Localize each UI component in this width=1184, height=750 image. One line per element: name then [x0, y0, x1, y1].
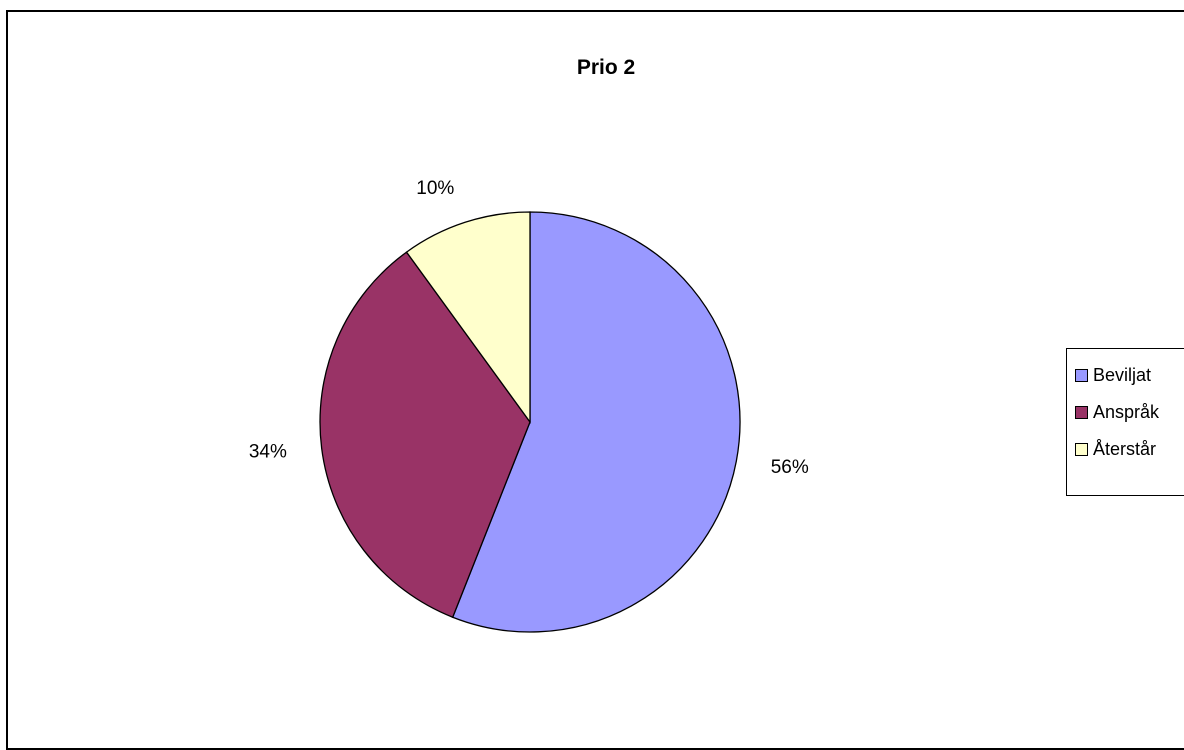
- pie-slices: [319, 211, 741, 633]
- legend-swatch-beviljat: [1075, 368, 1088, 382]
- pie-slice-aterstar: [405, 211, 531, 425]
- pie-slice-beviljat: [451, 211, 741, 633]
- legend-label-aterstar: Återstår: [1093, 438, 1157, 459]
- legend-item-aterstar: Återstår: [1075, 437, 1156, 461]
- pie-data-labels: 56% 34% 10%: [249, 178, 809, 478]
- legend-swatch-ansprak: [1075, 405, 1088, 419]
- data-label-ansprak: 34%: [249, 442, 287, 463]
- legend-item-beviljat: Beviljat: [1075, 363, 1151, 387]
- pie-slice-ansprak: [319, 251, 531, 619]
- legend-label-beviljat: Beviljat: [1093, 364, 1152, 385]
- data-label-aterstar: 10%: [416, 178, 454, 199]
- legend-swatch-aterstar: [1075, 442, 1088, 456]
- chart-legend: Beviljat Anspråk Återstår: [1066, 348, 1184, 496]
- data-label-beviljat: 56%: [771, 457, 809, 478]
- chart-area: Prio 2 56% 34% 10% Beviljat Anspråk Återst…: [6, 10, 1184, 750]
- legend-item-ansprak: Anspråk: [1075, 400, 1159, 424]
- legend-label-ansprak: Anspråk: [1093, 401, 1160, 422]
- chart-title: Prio 2: [576, 56, 636, 79]
- pie-chart: 56% 34% 10%: [249, 178, 809, 633]
